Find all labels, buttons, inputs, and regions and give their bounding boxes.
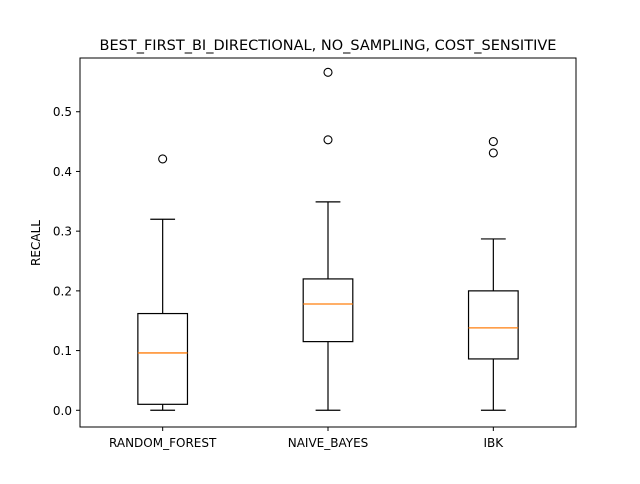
x-tick-label: NAIVE_BAYES (288, 436, 369, 450)
outlier-point (488, 137, 498, 147)
iqr-box (302, 278, 354, 343)
y-tick-label: 0.5 (53, 105, 72, 119)
y-tick-label: 0.4 (53, 165, 72, 179)
outlier-point (158, 154, 168, 164)
iqr-box (467, 290, 519, 360)
iqr-box (137, 312, 189, 405)
x-tick-label: RANDOM_FOREST (109, 436, 217, 450)
y-tick-label: 0.0 (53, 404, 72, 418)
y-axis-label: RECALL (29, 220, 43, 266)
outlier-point (323, 67, 333, 77)
outlier-point (488, 148, 498, 158)
y-tick-label: 0.1 (53, 344, 72, 358)
y-tick-label: 0.3 (53, 225, 72, 239)
x-tick-label: IBK (484, 436, 505, 450)
chart-title: BEST_FIRST_BI_DIRECTIONAL, NO_SAMPLING, … (100, 38, 557, 54)
outlier-point (323, 135, 333, 145)
plot-area: 0.0 0.1 0.2 0.3 0.4 0.5 RANDOM_FOREST NAIVE_BAY… (53, 57, 577, 450)
y-tick-label: 0.2 (53, 284, 72, 298)
